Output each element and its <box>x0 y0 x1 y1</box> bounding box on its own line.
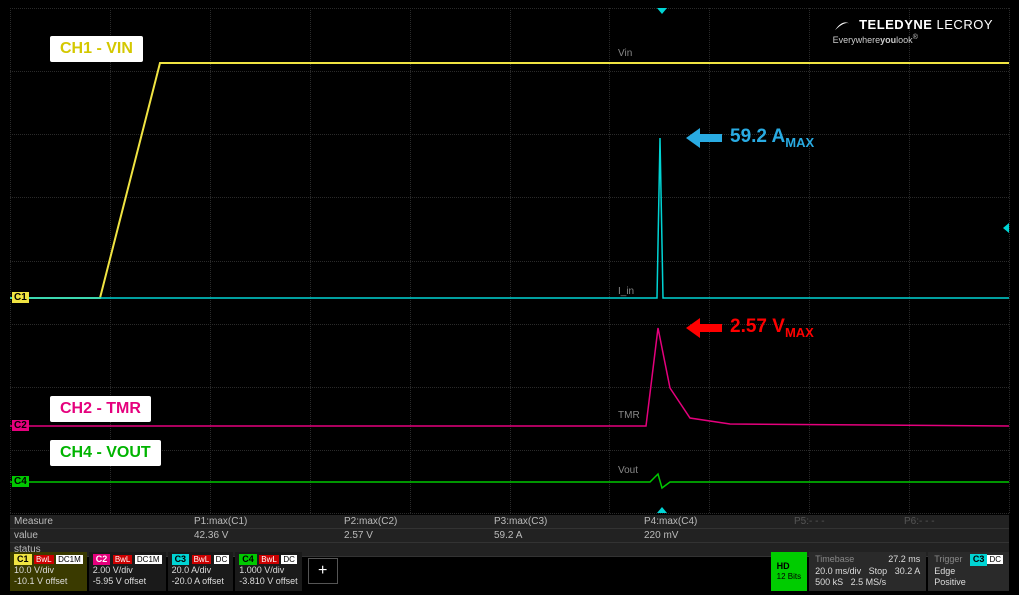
logo-swoosh-icon <box>833 18 851 32</box>
logo-tagline-pre: Everywhere <box>833 35 881 45</box>
logo-tagline-bold: you <box>880 35 896 45</box>
arrow-left-icon <box>686 318 722 338</box>
arrow-left-icon <box>686 128 722 148</box>
channel-box-c3[interactable]: C3 BwL DC 20.0 A/div -20.0 A offset <box>168 552 234 591</box>
measure-p5-name[interactable]: P5:- - - <box>790 515 900 528</box>
channel-box-c1[interactable]: C1 BwL DC1M 10.0 V/div -10.1 V offset <box>10 552 87 591</box>
trigger-time-marker-bottom <box>657 507 667 513</box>
logo-brand-thin: LECROY <box>932 17 993 32</box>
bottom-channel-bar: C1 BwL DC1M 10.0 V/div -10.1 V offset C2… <box>10 552 1009 591</box>
waveform-area: TELEDYNE LECROY Everywhereyoulook® CH1 -… <box>10 8 1009 513</box>
measure-p1-name[interactable]: P1:max(C1) <box>190 515 340 528</box>
bwl-badge: BwL <box>113 555 133 564</box>
logo-tagline-post: look <box>896 35 913 45</box>
channel-box-c2[interactable]: C2 BwL DC1M 2.00 V/div -5.95 V offset <box>89 552 166 591</box>
bwl-badge: BwL <box>192 555 212 564</box>
trace-label-vout: Vout <box>618 465 638 476</box>
annotation-peak-current: 59.2 AMAX <box>686 126 814 150</box>
coupling-badge: DC <box>214 555 230 564</box>
trace-label-iin: I_in <box>618 286 634 297</box>
channel-box-c4[interactable]: C4 BwL DC 1.000 V/div -3.810 V offset <box>235 552 301 591</box>
logo-brand-bold: TELEDYNE <box>859 17 932 32</box>
hd-badge: HD12 Bits <box>771 552 807 591</box>
trace-label-tmr: TMR <box>618 410 640 421</box>
coupling-badge: DC1M <box>135 555 162 564</box>
ch-marker-c1: C1 <box>12 292 29 303</box>
trace-label-vin: Vin <box>618 48 632 59</box>
label-ch1-vin: CH1 - VIN <box>50 36 143 62</box>
ch-marker-c2: C2 <box>12 420 29 431</box>
oscilloscope-screen: TELEDYNE LECROY Everywhereyoulook® CH1 -… <box>0 0 1019 595</box>
measure-p4-name[interactable]: P4:max(C4) <box>640 515 790 528</box>
trigger-box[interactable]: Trigger C3DC Edge Positive <box>928 552 1009 591</box>
measure-p2-value: 2.57 V <box>340 529 490 542</box>
label-ch2-tmr: CH2 - TMR <box>50 396 151 422</box>
trigger-level-marker <box>1003 223 1009 233</box>
measure-value-label: value <box>10 529 190 542</box>
measure-p2-name[interactable]: P2:max(C2) <box>340 515 490 528</box>
coupling-badge: DC <box>281 555 297 564</box>
trigger-time-marker <box>657 8 667 14</box>
label-ch4-vout: CH4 - VOUT <box>50 440 161 466</box>
measure-p3-name[interactable]: P3:max(C3) <box>490 515 640 528</box>
annotation-peak-voltage: 2.57 VMAX <box>686 316 814 340</box>
ch-marker-c4: C4 <box>12 476 29 487</box>
timebase-box[interactable]: Timebase 27.2 ms 20.0 ms/div Stop 30.2 A… <box>809 552 926 591</box>
trace-ch2 <box>10 328 1009 426</box>
measure-value-row: value 42.36 V 2.57 V 59.2 A 220 mV <box>10 529 1009 543</box>
waveform-svg <box>10 8 1009 513</box>
measure-p6-name[interactable]: P6:- - - <box>900 515 1000 528</box>
measure-p3-value: 59.2 A <box>490 529 640 542</box>
trace-ch1 <box>10 63 1009 298</box>
trace-ch4 <box>10 474 1009 488</box>
trace-ch3 <box>10 138 1009 298</box>
bwl-badge: BwL <box>259 555 279 564</box>
brand-logo: TELEDYNE LECROY Everywhereyoulook® <box>833 16 993 45</box>
bwl-badge: BwL <box>34 555 54 564</box>
measure-p1-value: 42.36 V <box>190 529 340 542</box>
measure-header-row: Measure P1:max(C1) P2:max(C2) P3:max(C3)… <box>10 515 1009 529</box>
measure-p4-value: 220 mV <box>640 529 790 542</box>
add-channel-button[interactable]: + <box>308 558 338 584</box>
coupling-badge: DC1M <box>56 555 83 564</box>
measurement-panel: Measure P1:max(C1) P2:max(C2) P3:max(C3)… <box>10 515 1009 557</box>
measure-label: Measure <box>10 515 190 528</box>
